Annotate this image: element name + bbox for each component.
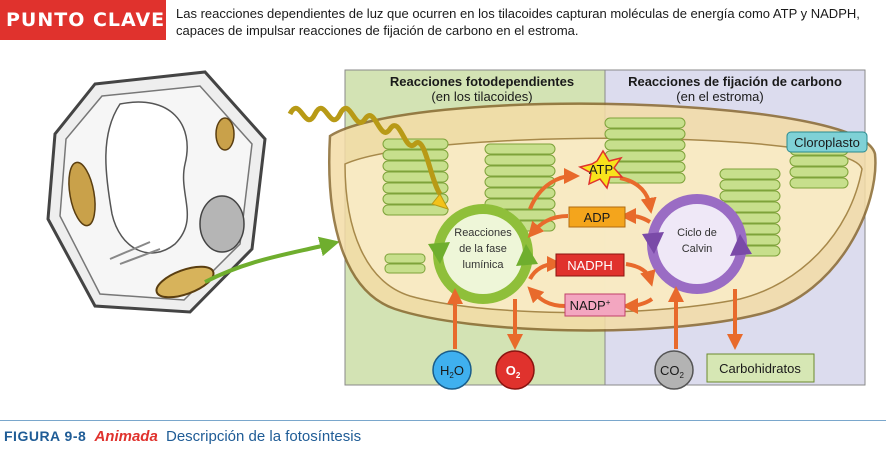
figure-number: FIGURA 9-8 [4,428,87,444]
nadph-label: NADPH [567,258,613,273]
zoom-arrow [204,236,340,284]
calvin-cycle [642,194,752,294]
chloroplast-label: Cloroplasto [794,135,860,150]
key-point-text: Las reacciones dependientes de luz que o… [176,6,860,38]
figure-title: Descripción de la fotosíntesis [165,428,362,445]
o2-label: O2 [506,363,521,380]
light-cycle-label-2: de la fase [459,243,507,255]
atp-arrow [528,168,580,210]
light-panel-title: Reacciones fotodependientes [390,74,574,89]
calvin-cycle-label-1: Ciclo de [677,227,717,239]
nadph-arrow [528,256,563,280]
carbohydrates-label: Carbohidratos [719,361,801,376]
carbon-panel-subtitle: (en el estroma) [676,89,763,104]
key-point-badge: PUNTO CLAVE [0,0,166,40]
carbon-panel-title: Reacciones de fijación de carbono [628,74,842,89]
nadp-box [564,293,626,317]
co2-label: CO2 [660,363,685,380]
nadph-to-calvin-arrow [625,262,656,287]
light-cycle-label-1: Reacciones [454,227,512,239]
atp-starburst [577,149,624,190]
light-arrowhead-icon [431,193,450,210]
h2o-label: H2O [440,363,464,380]
co2-circle [654,350,694,390]
caption-divider [0,420,886,421]
light-wave-icon [287,105,443,196]
figure-caption: FIGURA 9-8 Animada Descripción de la fot… [4,428,361,445]
nadph-box [555,253,625,277]
nadp-to-light-arrow [527,286,566,308]
animated-tag[interactable]: Animada [94,428,158,445]
atp-label: ATP [589,162,613,177]
photosynthesis-diagram: Reacciones fotodependientes (en los tila… [46,69,877,390]
calvin-cycle-label-2: Calvin [682,243,713,255]
adp-box [568,206,626,228]
atp-to-calvin-arrow [619,176,657,214]
light-reactions-cycle [428,204,538,304]
chloroplast-label-box [786,131,868,153]
nadp-arrow [622,297,654,314]
adp-label: ADP [584,210,611,225]
plant-cell-illustration [46,70,267,314]
adp-arrow [620,208,652,225]
light-panel-subtitle: (en los tilacoides) [431,89,532,104]
light-cycle-label-3: lumínica [463,259,505,271]
adp-to-light-arrow [527,214,569,239]
o2-circle [495,350,535,390]
h2o-circle [432,350,472,390]
carbohydrates-box [706,353,815,383]
nadp-label: NADP+ [570,298,611,313]
